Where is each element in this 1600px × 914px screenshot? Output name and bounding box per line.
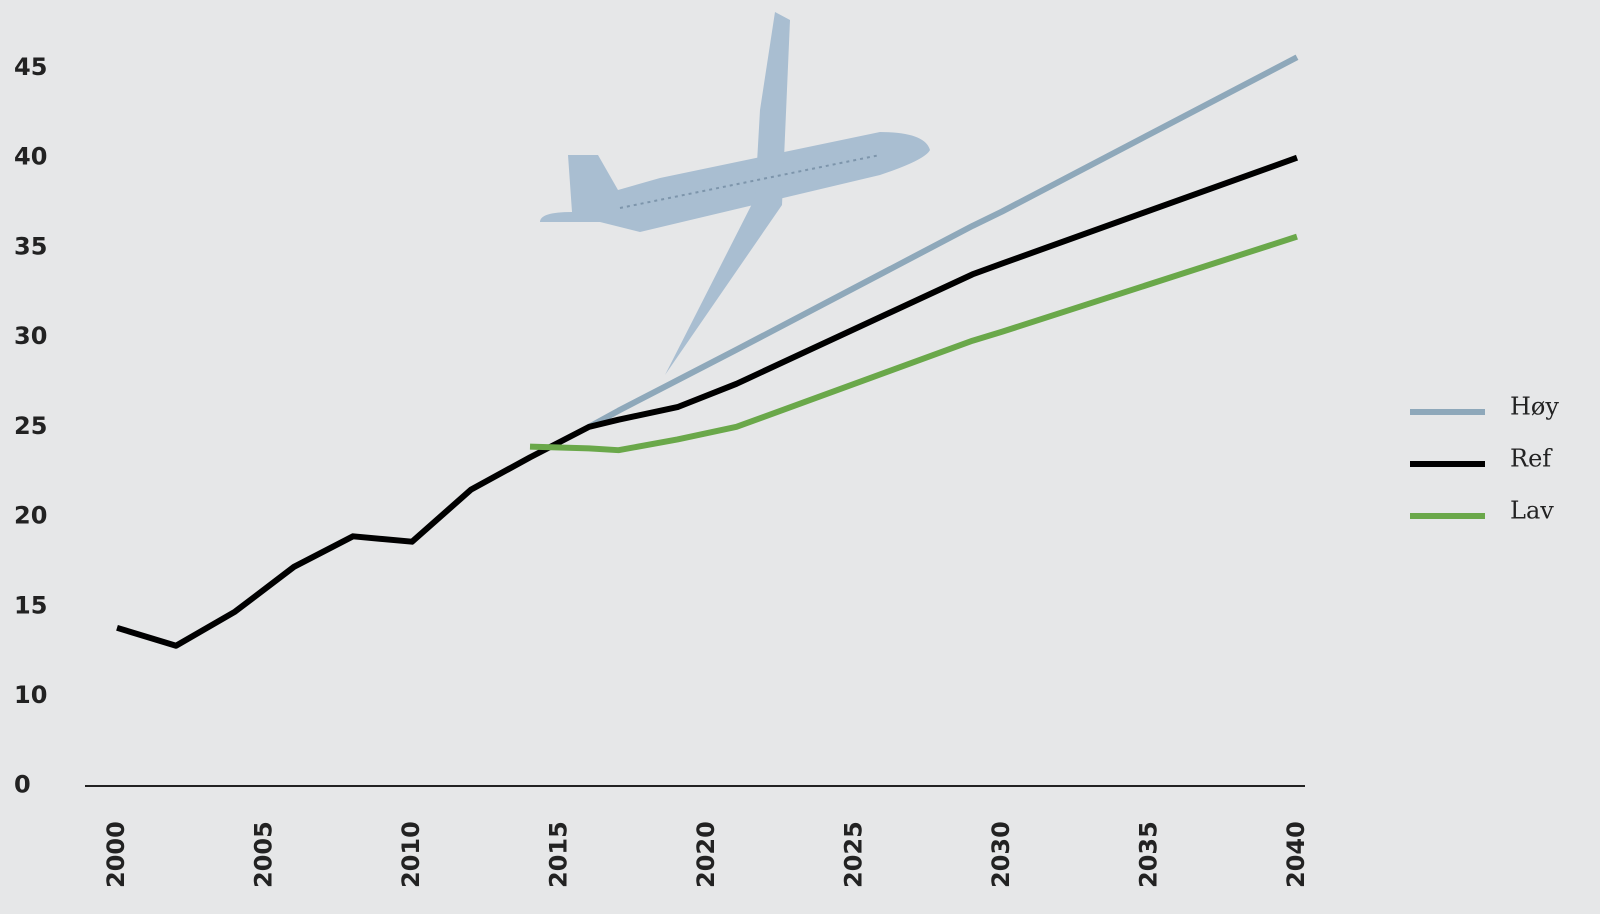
wing <box>665 12 790 375</box>
y-tick-label: 10 <box>14 681 47 709</box>
fuselage <box>540 132 930 232</box>
x-tick-label: 2010 <box>397 821 425 888</box>
series-line <box>529 233 1298 454</box>
x-tick-label: 2000 <box>102 821 130 888</box>
series-line <box>116 154 1299 649</box>
y-tick-label: 35 <box>14 232 47 260</box>
x-tick-label: 2015 <box>545 821 573 888</box>
x-tick-label: 2025 <box>840 821 868 888</box>
y-tick-label: 20 <box>14 502 47 530</box>
x-tick-label: 2020 <box>692 821 720 888</box>
y-tick-label: 15 <box>14 591 47 619</box>
legend-label: Høy <box>1510 393 1559 421</box>
y-tick-label: 40 <box>14 143 47 171</box>
airplane-illustration <box>540 12 930 375</box>
x-tick-label: 2035 <box>1135 821 1163 888</box>
x-tick-label: 2030 <box>987 821 1015 888</box>
x-tick-label: 2040 <box>1282 821 1310 888</box>
series-line <box>587 54 1299 430</box>
legend-label: Lav <box>1510 497 1554 525</box>
y-tick-label: 25 <box>14 412 47 440</box>
x-tick-label: 2005 <box>250 821 278 888</box>
windows <box>619 154 881 209</box>
legend-label: Ref <box>1510 445 1553 473</box>
y-tick-label: 30 <box>14 322 47 350</box>
y-tick-label: 0 <box>14 771 31 799</box>
y-tick-label: 45 <box>14 53 47 81</box>
